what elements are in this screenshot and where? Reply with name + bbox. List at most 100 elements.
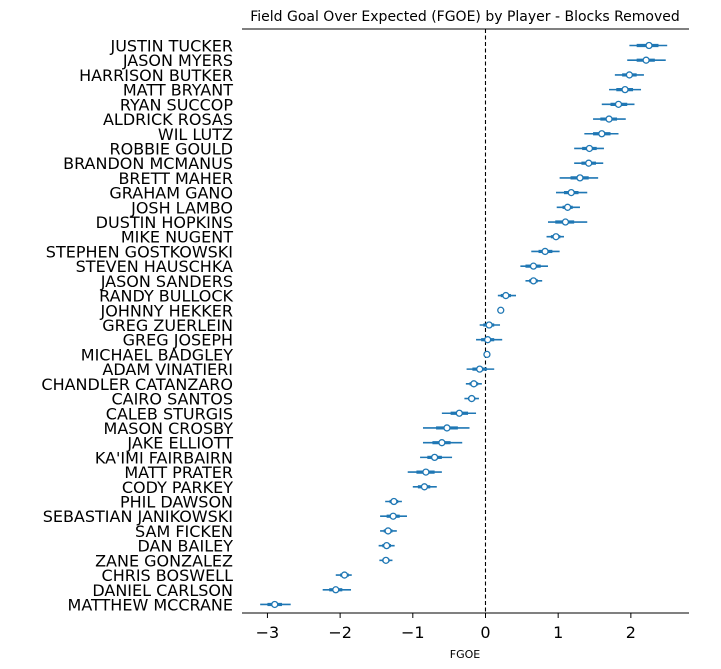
player-label: JASON MYERS — [122, 51, 233, 70]
player-label: STEPHEN GOSTKOWSKI — [46, 242, 233, 261]
x-tick-label: −1 — [401, 623, 425, 642]
mean-point — [614, 100, 623, 108]
mean-point — [340, 571, 349, 579]
player-interval — [422, 439, 463, 447]
player-interval — [584, 130, 619, 138]
mean-point — [484, 336, 492, 344]
player-interval — [483, 350, 491, 359]
mean-point — [585, 144, 594, 153]
mean-point — [598, 130, 606, 138]
player-interval — [380, 527, 397, 535]
mean-point — [422, 468, 430, 476]
player-interval — [497, 291, 517, 300]
x-ticks: −3 −2 −1 0 1 2 — [256, 613, 636, 642]
player-label: CODY PARKEY — [122, 478, 233, 497]
mean-point — [438, 439, 446, 447]
player-label: JOSH LAMBO — [130, 198, 233, 217]
mean-point — [497, 306, 505, 314]
mean-point — [502, 291, 510, 300]
player-label: CHRIS BOSWELL — [102, 566, 234, 585]
player-label: BRANDON MCMANUS — [63, 154, 233, 173]
player-interval — [547, 218, 588, 226]
mean-point — [420, 483, 429, 491]
mean-point — [576, 174, 584, 182]
player-interval — [407, 468, 442, 476]
mean-point — [455, 409, 463, 417]
player-interval — [531, 247, 560, 256]
player-label: SEBASTIAN JANIKOWSKI — [43, 507, 233, 526]
player-label: MATT BRYANT — [123, 81, 233, 100]
player-interval — [412, 483, 437, 491]
mean-point — [552, 233, 560, 241]
mean-point — [567, 188, 575, 197]
x-axis-label: FGOE — [450, 648, 481, 661]
player-label: BRETT MAHER — [118, 169, 233, 188]
player-interval — [629, 41, 668, 50]
mean-point — [642, 56, 650, 64]
player-label: MICHAEL BADGLEY — [81, 345, 233, 364]
mean-point — [271, 600, 279, 609]
player-interval — [420, 453, 453, 462]
player-interval — [497, 306, 505, 314]
mean-point — [384, 527, 392, 535]
mean-point — [585, 159, 593, 167]
player-interval — [465, 380, 482, 388]
player-label: ADAM VINATIERI — [102, 360, 233, 379]
mean-point — [485, 321, 493, 329]
player-label: JAKE ELLIOTT — [126, 434, 233, 453]
player-label: ROBBIE GOULD — [109, 139, 233, 158]
x-tick-label: 0 — [480, 623, 490, 642]
mean-point — [529, 277, 538, 285]
player-label: RANDY BULLOCK — [99, 287, 233, 306]
mean-point — [563, 203, 572, 211]
player-interval — [546, 233, 564, 241]
chart-title: Field Goal Over Expected (FGOE) by Playe… — [250, 9, 680, 25]
player-interval — [422, 424, 470, 432]
mean-point — [332, 586, 340, 594]
x-tick-label: −2 — [328, 623, 352, 642]
player-label: MIKE NUGENT — [121, 228, 233, 247]
mean-point — [389, 512, 397, 520]
player-interval — [574, 159, 604, 167]
player-label: KA'IMI FAIRBAIRN — [95, 448, 233, 467]
player-label: GREG JOSEPH — [123, 331, 233, 350]
player-label: MASON CROSBY — [104, 419, 234, 438]
player-interval — [476, 336, 503, 344]
player-label: JASON SANDERS — [100, 272, 233, 291]
player-interval — [609, 85, 642, 94]
player-interval — [380, 512, 407, 520]
player-label: GRAHAM GANO — [109, 184, 233, 203]
player-interval — [385, 497, 402, 506]
player-interval — [601, 100, 635, 108]
player-interval — [627, 56, 666, 64]
mean-point — [645, 41, 653, 50]
mean-point — [470, 380, 478, 388]
mean-point — [561, 218, 570, 226]
axes — [242, 28, 689, 614]
player-interval — [555, 188, 588, 197]
mean-point — [541, 247, 549, 256]
x-tick-label: 2 — [626, 623, 636, 642]
player-label: SAM FICKEN — [135, 522, 233, 541]
player-interval — [335, 571, 352, 579]
player-interval — [464, 394, 479, 403]
marks — [260, 41, 668, 609]
player-interval — [520, 262, 548, 270]
player-label: MATTHEW MCCRANE — [68, 595, 233, 614]
player-interval — [479, 321, 501, 329]
player-label: ALDRICK ROSAS — [103, 110, 233, 129]
player-interval — [556, 203, 580, 211]
mean-point — [382, 556, 390, 564]
player-interval — [441, 409, 477, 417]
mean-point — [529, 262, 538, 270]
mean-point — [476, 365, 484, 373]
player-label: DANIEL CARLSON — [92, 581, 233, 600]
player-interval — [593, 115, 626, 123]
player-label: CALEB STURGIS — [106, 404, 233, 423]
x-tick-label: 1 — [553, 623, 563, 642]
player-label: JUSTIN TUCKER — [109, 37, 233, 56]
mean-point — [625, 71, 634, 79]
x-tick-label: −3 — [256, 623, 280, 642]
player-label: GREG ZUERLEIN — [102, 316, 233, 335]
